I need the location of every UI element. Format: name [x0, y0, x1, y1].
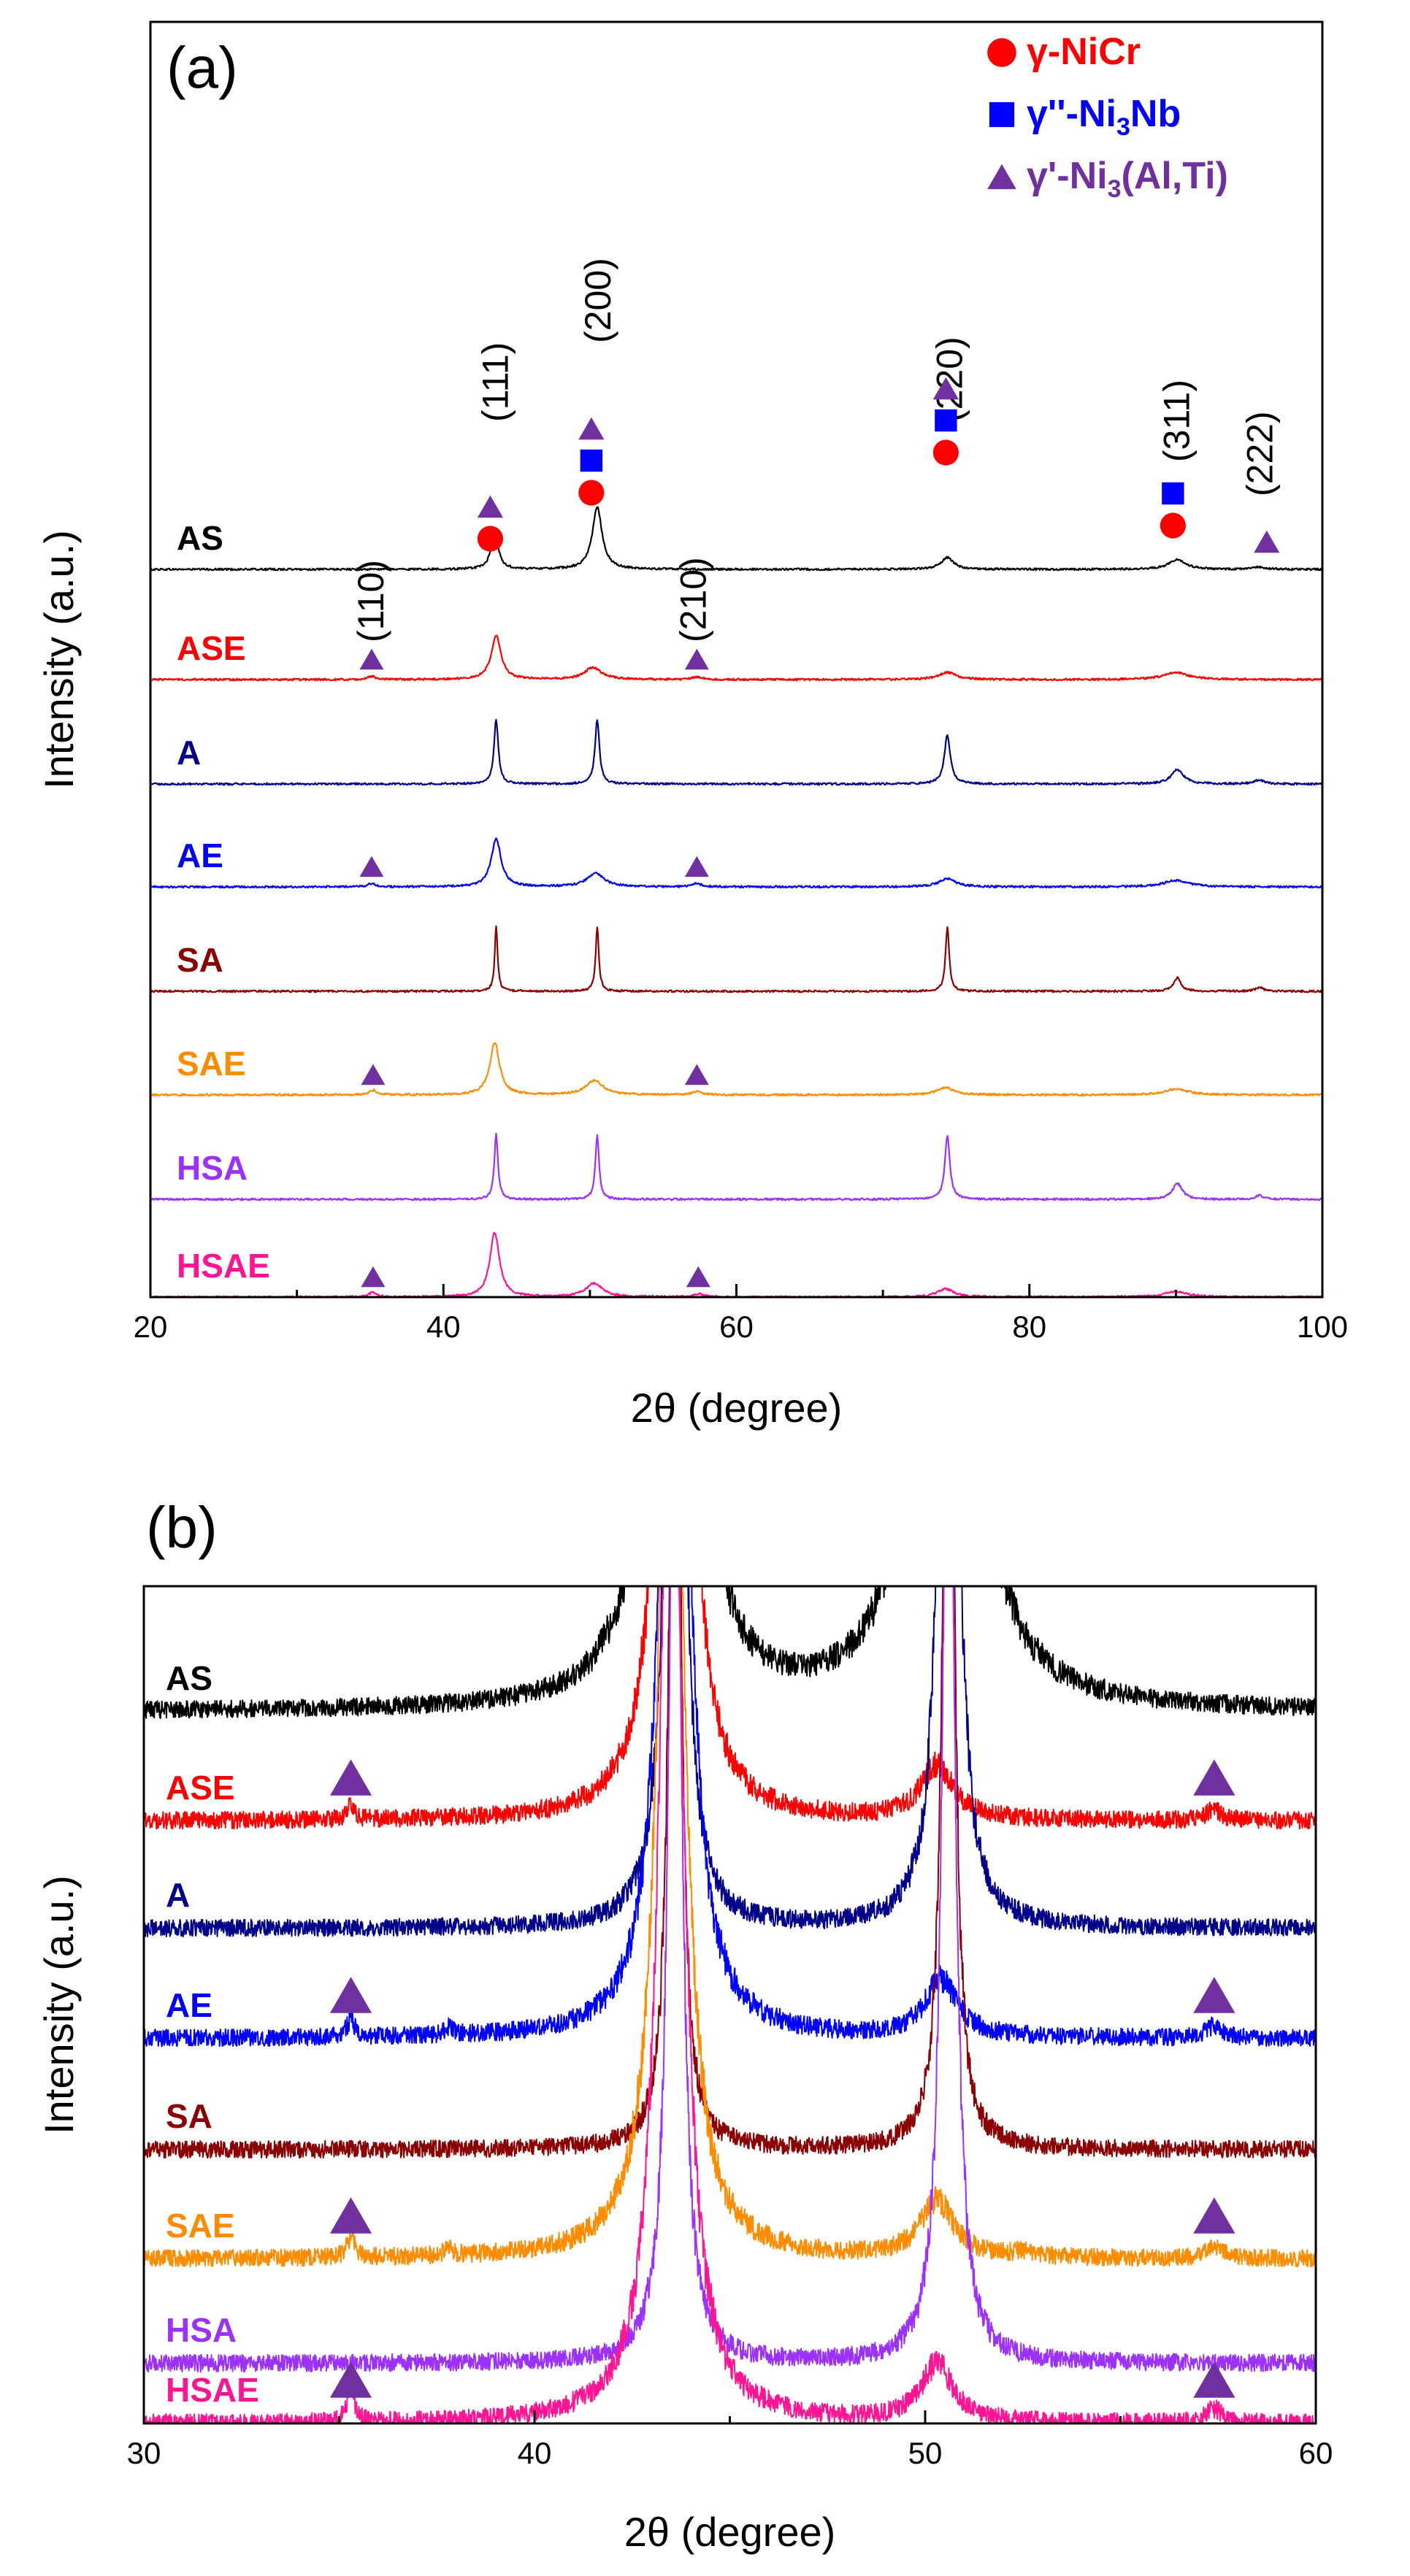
x-tick-label: 20 — [134, 1310, 168, 1344]
series-label-SAE: SAE — [166, 2207, 235, 2245]
gamma-prime-marker — [684, 1064, 709, 1085]
gamma-prime-marker — [359, 648, 384, 670]
phase-triangle-marker — [932, 377, 959, 400]
gamma-prime-marker — [361, 1266, 386, 1288]
series-label-A: A — [166, 1876, 190, 1914]
trace-ASE — [150, 634, 1322, 682]
phase-circle-marker — [578, 480, 605, 506]
x-tick-label: 40 — [426, 1310, 461, 1344]
panel-a-chart: (a) AS ASE A AE SA SAE HSA HSAE 20 40 60 80 100 2θ (de… — [36, 20, 1348, 1431]
x-axis-title: 2θ (degree) — [624, 2509, 836, 2555]
phase-triangle-marker — [1254, 530, 1280, 553]
x-tick-label: 50 — [908, 2436, 943, 2470]
series-label-A: A — [177, 734, 201, 772]
legend-entry-part: (Al,Ti) — [1122, 155, 1228, 197]
trace-AS — [144, 1586, 1316, 1719]
phase-circle-marker — [477, 526, 504, 552]
gamma-prime-marker — [1193, 2361, 1235, 2398]
gamma-prime-marker — [1193, 2197, 1235, 2234]
trace-SAE — [150, 1042, 1322, 1097]
y-axis-title: Intensity (a.u.) — [36, 530, 82, 789]
x-tick-label: 100 — [1297, 1310, 1348, 1344]
gamma-prime-marker — [1193, 1977, 1235, 2013]
gamma-prime-marker — [361, 1064, 386, 1085]
series-label-AE: AE — [177, 837, 223, 874]
plane-label: (110) — [350, 560, 391, 642]
legend-entry-part: Nb — [1130, 93, 1181, 135]
x-tick-label: 30 — [127, 2436, 161, 2470]
phase-triangle-marker — [578, 417, 605, 440]
series-label-AS: AS — [177, 519, 223, 557]
plane-label: (210) — [673, 557, 713, 642]
trace-ASE — [144, 1586, 1316, 1830]
x-tick-label: 60 — [1299, 2436, 1333, 2470]
plane-label: (222) — [1240, 411, 1281, 496]
gamma-prime-marker — [329, 1977, 372, 2013]
legend-entry: γ''-Ni3Nb — [1027, 93, 1181, 141]
gamma-prime-marker — [329, 1759, 372, 1796]
phase-square-marker — [580, 449, 603, 472]
gamma-prime-marker — [329, 2361, 372, 2398]
phase-triangle-marker — [477, 495, 504, 518]
phase-square-marker — [935, 409, 957, 432]
legend-entry: γ-NiCr — [1027, 31, 1141, 73]
legend-entry-part: γ''-Ni — [1027, 93, 1116, 135]
legend-entry-part: γ'-Ni — [1027, 155, 1108, 197]
series-label-AE: AE — [166, 1986, 212, 2024]
series-label-SAE: SAE — [177, 1045, 246, 1083]
x-tick-label: 80 — [1012, 1310, 1046, 1344]
x-tick-label: 60 — [719, 1310, 754, 1344]
phase-circle-marker — [932, 439, 959, 466]
phase-circle-marker — [1160, 512, 1186, 539]
series-label-AS: AS — [166, 1659, 212, 1697]
x-tick-label: 40 — [518, 2436, 552, 2470]
plane-label: (220) — [929, 337, 970, 422]
panel-label: (b) — [146, 1495, 218, 1560]
series-label-SA: SA — [177, 941, 223, 979]
trace-HSA — [150, 1132, 1322, 1202]
trace-A — [150, 718, 1322, 786]
trace-SA — [144, 1586, 1316, 2159]
gamma-prime-marker — [684, 856, 709, 877]
legend-entry-part: γ-NiCr — [1027, 31, 1141, 73]
gamma-prime-marker — [1193, 1759, 1235, 1796]
trace-A — [144, 1586, 1316, 1937]
plane-label: (111) — [475, 342, 516, 422]
gamma-prime-marker — [359, 856, 384, 877]
series-label-HSAE: HSAE — [177, 1247, 270, 1285]
legend-entry-part: 3 — [1116, 113, 1130, 141]
gamma-prime-marker — [686, 1266, 710, 1288]
series-label-SA: SA — [166, 2097, 212, 2135]
trace-HSA — [144, 1586, 1316, 2373]
phase-square-marker — [1162, 482, 1184, 505]
trace-AS — [150, 506, 1322, 572]
series-label-HSAE: HSAE — [166, 2371, 259, 2409]
series-label-HSA: HSA — [166, 2311, 237, 2349]
trace-SA — [150, 925, 1322, 993]
legend-entry: γ'-Ni3(Al,Ti) — [1027, 155, 1228, 203]
legend-square-icon — [989, 101, 1015, 128]
y-axis-title: Intensity (a.u.) — [36, 1875, 82, 2134]
trace-SAE — [144, 1586, 1316, 2268]
legend-entry-part: 3 — [1108, 175, 1122, 203]
series-label-ASE: ASE — [166, 1769, 235, 1807]
x-axis-title: 2θ (degree) — [631, 1385, 843, 1431]
plane-label: (311) — [1156, 380, 1197, 462]
series-label-HSA: HSA — [177, 1149, 248, 1187]
trace-AE — [144, 1586, 1316, 2048]
legend-triangle-icon — [987, 164, 1016, 190]
legend-circle-icon — [987, 38, 1016, 67]
plane-label: (200) — [578, 258, 618, 343]
trace-AE — [150, 837, 1322, 889]
panel-label: (a) — [166, 35, 238, 100]
series-label-ASE: ASE — [177, 629, 246, 667]
gamma-prime-marker — [329, 2197, 372, 2234]
gamma-prime-marker — [684, 648, 709, 670]
